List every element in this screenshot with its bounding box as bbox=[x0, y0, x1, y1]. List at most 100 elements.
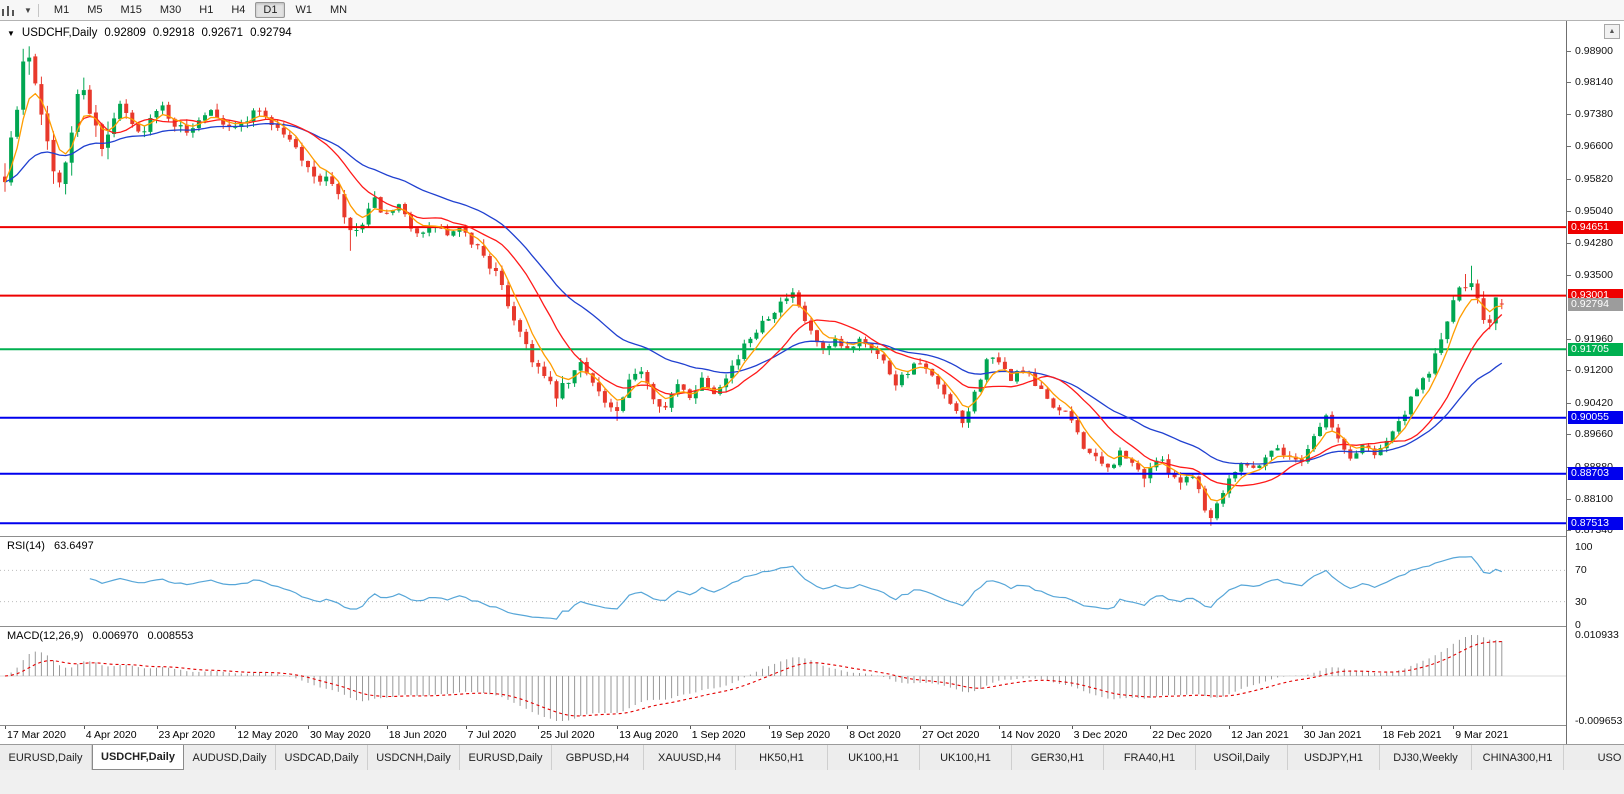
chart-tab-usdchf-daily[interactable]: USDCHF,Daily bbox=[92, 745, 184, 770]
current-price-badge: 0.92794 bbox=[1568, 297, 1623, 311]
rsi-axis-label: 0 bbox=[1575, 619, 1581, 631]
timeframe-button-m1[interactable]: M1 bbox=[53, 4, 70, 16]
chart-tab-uk100-h1[interactable]: UK100,H1 bbox=[920, 745, 1012, 770]
date-tick-mark bbox=[1150, 726, 1152, 729]
price-tick-label: 0.93500 bbox=[1575, 268, 1613, 281]
rsi-value: 63.6497 bbox=[53, 540, 94, 552]
macd-name: MACD(12,26,9) bbox=[7, 630, 84, 642]
date-tick-mark bbox=[689, 726, 691, 729]
chart-tab-usdcad-daily[interactable]: USDCAD,Daily bbox=[276, 745, 368, 770]
chart-menu-icon[interactable]: ▼ bbox=[7, 28, 15, 38]
rsi-label: RSI(14) 63.6497 bbox=[7, 540, 100, 552]
timeframe-button-d1[interactable]: D1 bbox=[255, 2, 286, 18]
date-tick-mark bbox=[83, 726, 85, 729]
chart-tab-audusd-daily[interactable]: AUDUSD,Daily bbox=[184, 745, 276, 770]
macd-label: MACD(12,26,9) 0.006970 0.008553 bbox=[7, 630, 199, 642]
price-level-badge: 0.87513 bbox=[1568, 516, 1623, 530]
date-tick-mark bbox=[5, 726, 6, 729]
price-tick-mark bbox=[1567, 434, 1571, 436]
chart-tab-fra40-h1[interactable]: FRA40,H1 bbox=[1104, 745, 1196, 770]
date-tick-mark bbox=[156, 726, 158, 729]
rsi-axis-label: 100 bbox=[1575, 541, 1593, 553]
price-tick-label: 0.98900 bbox=[1575, 44, 1613, 57]
date-tick-mark bbox=[386, 726, 388, 729]
chevron-down-icon[interactable]: ▼ bbox=[24, 5, 32, 15]
chart-title: ▼ USDCHF,Daily 0.92809 0.92918 0.92671 0… bbox=[7, 27, 299, 39]
scroll-up-button[interactable]: ▲ bbox=[1604, 24, 1620, 39]
price-tick-label: 0.89660 bbox=[1575, 428, 1613, 441]
chart-tab-usdjpy-h1[interactable]: USDJPY,H1 bbox=[1288, 745, 1380, 770]
price-tick-mark bbox=[1567, 178, 1571, 180]
panel-divider bbox=[0, 725, 1624, 726]
price-tick-label: 0.95040 bbox=[1575, 205, 1613, 217]
chart-tab-usdcnh-daily[interactable]: USDCNH,Daily bbox=[368, 745, 460, 770]
price-axis[interactable]: 0.98900 0.98140 0.97380 0.96600 0.95820 0.950… bbox=[1566, 21, 1624, 744]
price-tick-mark bbox=[1567, 242, 1571, 244]
price-level-badge: 0.91705 bbox=[1568, 342, 1623, 356]
chart-tab-gbpusd-h4[interactable]: GBPUSD,H4 bbox=[552, 745, 644, 770]
date-label: 12 May 2020 bbox=[237, 729, 299, 741]
candlestick-chart-glyph bbox=[2, 5, 14, 16]
chart-symbol-label: USDCHF,Daily bbox=[21, 27, 98, 39]
main-chart-canvas[interactable] bbox=[0, 21, 1566, 537]
price-tick-label: 0.88100 bbox=[1575, 492, 1613, 505]
date-tick-mark bbox=[235, 726, 237, 729]
price-level-badge: 0.94651 bbox=[1568, 220, 1623, 234]
chart-tab-eurusd-daily[interactable]: EURUSD,Daily bbox=[0, 745, 92, 770]
ohlc-close: 0.92794 bbox=[250, 27, 292, 39]
timeframe-button-h4[interactable]: H4 bbox=[231, 4, 246, 16]
panel-divider[interactable] bbox=[0, 536, 1624, 537]
rsi-axis-label: 30 bbox=[1575, 595, 1587, 608]
date-label: 9 Mar 2021 bbox=[1455, 729, 1509, 741]
price-tick-mark bbox=[1567, 498, 1571, 500]
toolbar-separator bbox=[37, 3, 39, 17]
date-label: 8 Oct 2020 bbox=[849, 729, 901, 741]
chart-tab-hk50-h1[interactable]: HK50,H1 bbox=[736, 745, 828, 770]
chart-tab-dj30-weekly[interactable]: DJ30,Weekly bbox=[1380, 745, 1472, 770]
chart-tab-uso[interactable]: USO bbox=[1564, 745, 1624, 770]
date-label: 18 Jun 2020 bbox=[388, 729, 447, 741]
date-tick-mark bbox=[1229, 726, 1231, 729]
timeframe-button-h1[interactable]: H1 bbox=[199, 4, 214, 16]
date-label: 25 Jul 2020 bbox=[540, 729, 595, 741]
timeframe-button-m15[interactable]: M15 bbox=[120, 4, 142, 16]
time-axis[interactable]: 17 Mar 2020 4 Apr 2020 23 Apr 2020 12 May 2… bbox=[0, 726, 1566, 744]
chart-tab-xauusd-h4[interactable]: XAUUSD,H4 bbox=[644, 745, 736, 770]
date-label: 30 May 2020 bbox=[310, 729, 371, 741]
date-label: 7 Jul 2020 bbox=[467, 729, 517, 741]
ohlc-high: 0.92918 bbox=[152, 27, 195, 39]
date-label: 1 Sep 2020 bbox=[691, 729, 746, 741]
chart-tab-ger30-h1[interactable]: GER30,H1 bbox=[1012, 745, 1104, 770]
date-label: 3 Dec 2020 bbox=[1073, 729, 1128, 741]
timeframe-button-w1[interactable]: W1 bbox=[295, 4, 312, 16]
chart-tab-uk100-h1[interactable]: UK100,H1 bbox=[828, 745, 920, 770]
timeframe-button-mn[interactable]: MN bbox=[329, 4, 348, 16]
price-tick-mark bbox=[1567, 146, 1571, 148]
date-label: 18 Feb 2021 bbox=[1382, 729, 1442, 741]
panel-divider[interactable] bbox=[0, 626, 1624, 627]
date-tick-mark bbox=[1301, 726, 1303, 729]
date-tick-mark bbox=[1380, 726, 1382, 729]
date-tick-mark bbox=[1453, 726, 1455, 729]
chart-tab-usoil-daily[interactable]: USOil,Daily bbox=[1196, 745, 1288, 770]
candlestick-chart-icon[interactable] bbox=[2, 3, 23, 18]
macd-value-main: 0.006970 bbox=[92, 630, 139, 642]
date-label: 22 Dec 2020 bbox=[1152, 729, 1212, 741]
date-label: 13 Aug 2020 bbox=[619, 729, 679, 741]
price-tick-mark bbox=[1567, 466, 1571, 468]
timeframe-button-m30[interactable]: M30 bbox=[159, 4, 182, 16]
timeframe-button-m5[interactable]: M5 bbox=[87, 4, 103, 16]
price-tick-mark bbox=[1567, 50, 1571, 52]
date-label: 17 Mar 2020 bbox=[7, 729, 66, 741]
date-label: 14 Nov 2020 bbox=[1000, 729, 1061, 741]
macd-axis-min: -0.009653 bbox=[1575, 715, 1623, 727]
price-level-badge: 0.88703 bbox=[1568, 467, 1623, 481]
macd-canvas[interactable] bbox=[0, 627, 1566, 726]
date-tick-mark bbox=[538, 726, 540, 729]
chart-tab-china300-h1[interactable]: CHINA300,H1 bbox=[1472, 745, 1564, 770]
price-tick-label: 0.94280 bbox=[1575, 236, 1613, 249]
rsi-canvas[interactable] bbox=[0, 537, 1566, 627]
date-label: 12 Jan 2021 bbox=[1231, 729, 1289, 741]
chart-tab-eurusd-daily[interactable]: EURUSD,Daily bbox=[460, 745, 552, 770]
